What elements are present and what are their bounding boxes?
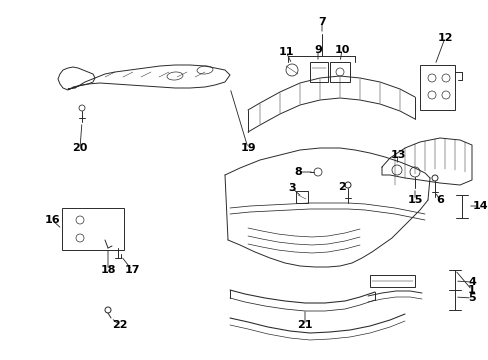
Text: 20: 20 [72,143,87,153]
Text: 15: 15 [407,195,422,205]
Text: 21: 21 [297,320,312,330]
Bar [369,275,414,287]
Bar [295,191,307,203]
Text: 7: 7 [318,17,325,27]
Text: 16: 16 [44,215,60,225]
Text: 8: 8 [293,167,301,177]
Bar [309,62,327,82]
Text: 6: 6 [435,195,443,205]
Text: 19: 19 [240,143,255,153]
Text: 10: 10 [334,45,349,55]
Text: 4: 4 [467,277,475,287]
Text: 12: 12 [436,33,452,43]
Text: 1: 1 [467,285,475,295]
Text: 14: 14 [471,201,487,211]
Text: 18: 18 [100,265,116,275]
Text: 9: 9 [313,45,321,55]
Bar [329,62,349,82]
Text: 11: 11 [278,47,293,57]
Text: 22: 22 [112,320,127,330]
Bar [419,65,454,110]
Text: 2: 2 [337,182,345,192]
Bar [62,208,124,250]
Text: 13: 13 [389,150,405,160]
Text: 3: 3 [287,183,295,193]
Text: 5: 5 [467,293,475,303]
Text: 17: 17 [124,265,140,275]
